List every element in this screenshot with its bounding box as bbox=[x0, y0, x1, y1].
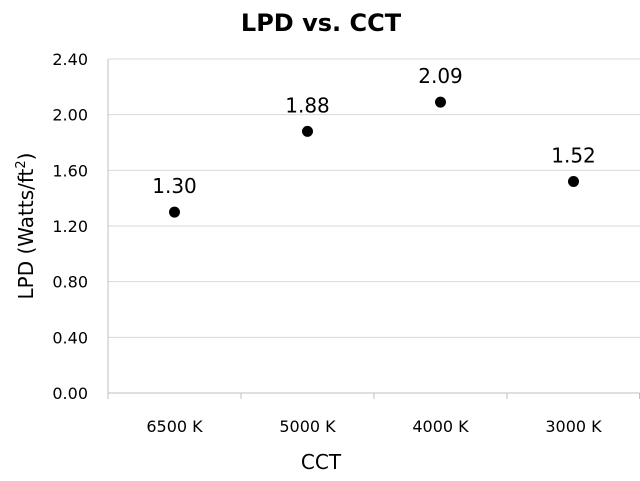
chart-title: LPD vs. CCT bbox=[241, 9, 402, 37]
y-axis-title-superscript: 2 bbox=[14, 160, 29, 168]
data-point-label: 2.09 bbox=[418, 64, 463, 88]
y-tick-label: 0.00 bbox=[52, 384, 88, 403]
data-point-label: 1.52 bbox=[551, 143, 596, 167]
x-tick-label: 3000 K bbox=[545, 417, 602, 436]
grid-layer bbox=[108, 58, 640, 394]
x-tick-label: 6500 K bbox=[146, 417, 203, 436]
data-point bbox=[169, 206, 180, 218]
data-point bbox=[302, 125, 313, 137]
data-point-label: 1.30 bbox=[152, 174, 197, 198]
y-axis-title-main: LPD (Watts/ft bbox=[14, 168, 38, 299]
y-tick-label: 1.20 bbox=[52, 217, 88, 236]
x-tick-label: 5000 K bbox=[279, 417, 336, 436]
data-marks bbox=[169, 96, 579, 218]
x-axis-title: CCT bbox=[301, 450, 342, 474]
y-tick-label: 1.60 bbox=[52, 161, 88, 180]
y-tick-label: 0.80 bbox=[52, 273, 88, 292]
y-tick-label: 2.40 bbox=[52, 50, 88, 69]
data-point-label: 1.88 bbox=[285, 93, 330, 117]
axis-layer: 0.00 0.40 0.80 1.20 1.60 2.00 2.40 6500 K 5000 K… bbox=[52, 50, 640, 436]
data-point bbox=[435, 96, 446, 108]
y-axis-title: LPD (Watts/ft2) bbox=[14, 153, 38, 300]
y-axis-title-suffix: ) bbox=[14, 153, 38, 161]
data-labels: 1.30 1.88 2.09 1.52 bbox=[152, 64, 596, 198]
y-tick-label: 0.40 bbox=[52, 328, 88, 347]
data-point bbox=[568, 175, 579, 187]
y-tick-label: 2.00 bbox=[52, 106, 88, 125]
x-tick-label: 4000 K bbox=[412, 417, 469, 436]
